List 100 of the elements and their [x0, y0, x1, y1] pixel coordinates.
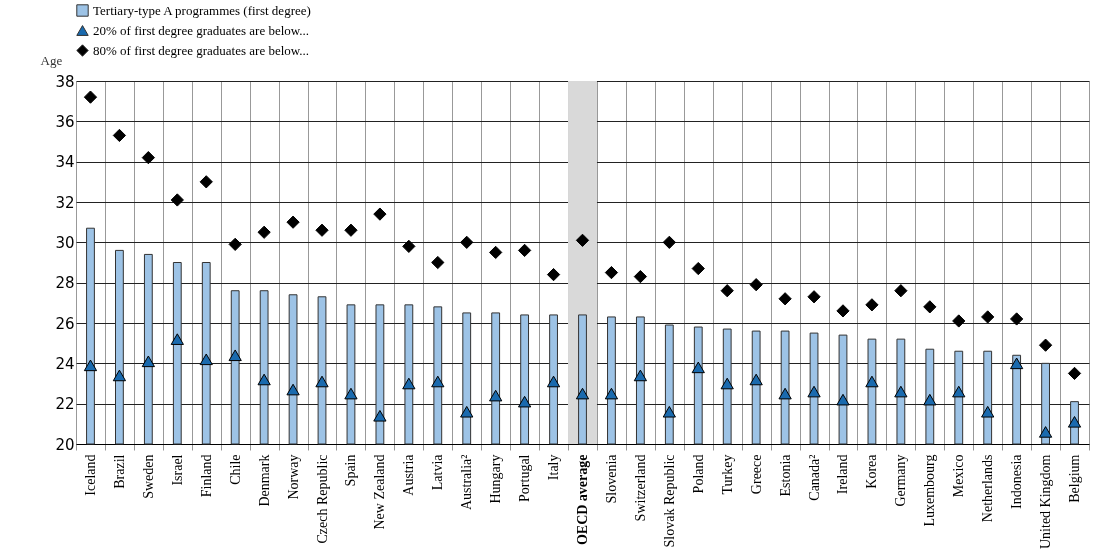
- y-tick-label: 30: [55, 233, 75, 252]
- point: [460, 235, 474, 249]
- point: [894, 284, 908, 298]
- point: [691, 361, 705, 374]
- point: [286, 383, 300, 396]
- x-tick-label: Hungary: [488, 454, 504, 504]
- point: [633, 369, 648, 382]
- point: [228, 349, 242, 362]
- point: [431, 375, 445, 388]
- point: [981, 310, 995, 324]
- point: [836, 304, 850, 318]
- point: [1067, 416, 1082, 428]
- x-tick-label: Finland: [198, 454, 214, 498]
- point: [112, 128, 127, 143]
- point: [170, 333, 184, 345]
- x-tick-label: OECD average: [575, 454, 590, 546]
- x-tick-label: Poland: [690, 454, 706, 494]
- point: [865, 375, 879, 388]
- point: [373, 207, 387, 221]
- x-tick-label: Slovenia: [603, 453, 619, 504]
- point: [1010, 312, 1024, 326]
- x-tick-label: Mexico: [951, 454, 967, 498]
- point: [575, 233, 590, 247]
- point: [199, 175, 213, 189]
- legend-label: 80% of first degree graduates are below...: [93, 42, 310, 58]
- point: [749, 278, 763, 292]
- point: [315, 223, 329, 237]
- point: [83, 90, 98, 104]
- point: [720, 377, 734, 390]
- x-tick-label: Belgium: [1067, 454, 1083, 503]
- x-tick-label: Greece: [748, 454, 764, 495]
- y-tick-label: 24: [55, 354, 75, 373]
- x-tick-label: New Zealand: [372, 454, 388, 530]
- x-tick-label: Indonesia: [1009, 453, 1025, 509]
- point: [1038, 338, 1053, 352]
- point: [257, 373, 271, 386]
- point: [546, 375, 561, 388]
- x-tick-label: Latvia: [430, 453, 446, 491]
- point: [546, 267, 561, 282]
- point: [662, 235, 676, 249]
- point: [720, 284, 734, 298]
- y-tick-label: 20: [55, 435, 75, 454]
- point: [517, 243, 532, 258]
- y-axis-title: Age: [40, 52, 63, 68]
- x-tick-label: Czech Republic: [314, 454, 330, 544]
- point: [344, 387, 358, 400]
- point: [431, 255, 445, 270]
- x-tick-label: Norway: [285, 454, 301, 500]
- point: [170, 193, 184, 207]
- point: [807, 290, 821, 304]
- x-tick-label: Denmark: [256, 454, 272, 507]
- x-tick-label: Portugal: [517, 454, 533, 502]
- point: [83, 359, 98, 372]
- point: [691, 261, 705, 276]
- x-tick-label: Ireland: [835, 454, 851, 495]
- point: [402, 377, 416, 390]
- y-tick-label: 26: [55, 314, 75, 333]
- x-tick-label: Chile: [227, 454, 243, 485]
- y-tick-label: 32: [55, 193, 75, 212]
- point: [894, 385, 908, 398]
- point: [315, 375, 329, 388]
- x-tick-label: Israel: [169, 454, 185, 486]
- point: [604, 265, 619, 280]
- x-tick-label: Sweden: [140, 454, 156, 499]
- point: [402, 239, 416, 253]
- x-tick-label: Canada²: [806, 454, 822, 501]
- point: [286, 215, 300, 229]
- point: [604, 387, 619, 400]
- x-tick-label: Turkey: [719, 454, 735, 495]
- point: [517, 395, 532, 408]
- x-tick-label: United Kingdom: [1038, 454, 1054, 549]
- point: [923, 300, 937, 314]
- point: [257, 225, 271, 239]
- point: [112, 369, 127, 382]
- x-tick-label: Switzerland: [632, 454, 648, 522]
- point: [662, 405, 676, 418]
- point: [460, 405, 474, 418]
- point: [865, 298, 879, 312]
- point: [633, 269, 648, 284]
- x-tick-label: Netherlands: [980, 454, 996, 523]
- x-tick-label: Slovak Republic: [661, 454, 677, 548]
- point: [749, 373, 763, 386]
- point: [489, 245, 503, 260]
- point: [778, 387, 792, 400]
- y-tick-label: 22: [55, 395, 75, 414]
- legend-label: 20% of first degree graduates are below...: [93, 22, 310, 38]
- x-tick-label: Australia²: [459, 454, 475, 511]
- x-tick-label: Germany: [893, 454, 909, 507]
- y-tick-label: 34: [55, 153, 75, 172]
- x-tick-label: Luxembourg: [922, 454, 938, 527]
- x-tick-label: Korea: [864, 453, 880, 489]
- point: [807, 385, 821, 398]
- x-tick-label: Iceland: [82, 454, 98, 496]
- point: [344, 223, 358, 237]
- point: [141, 355, 155, 368]
- point: [952, 314, 966, 328]
- x-tick-label: Italy: [546, 454, 562, 481]
- point: [778, 292, 792, 306]
- point: [836, 393, 850, 406]
- point: [373, 409, 387, 422]
